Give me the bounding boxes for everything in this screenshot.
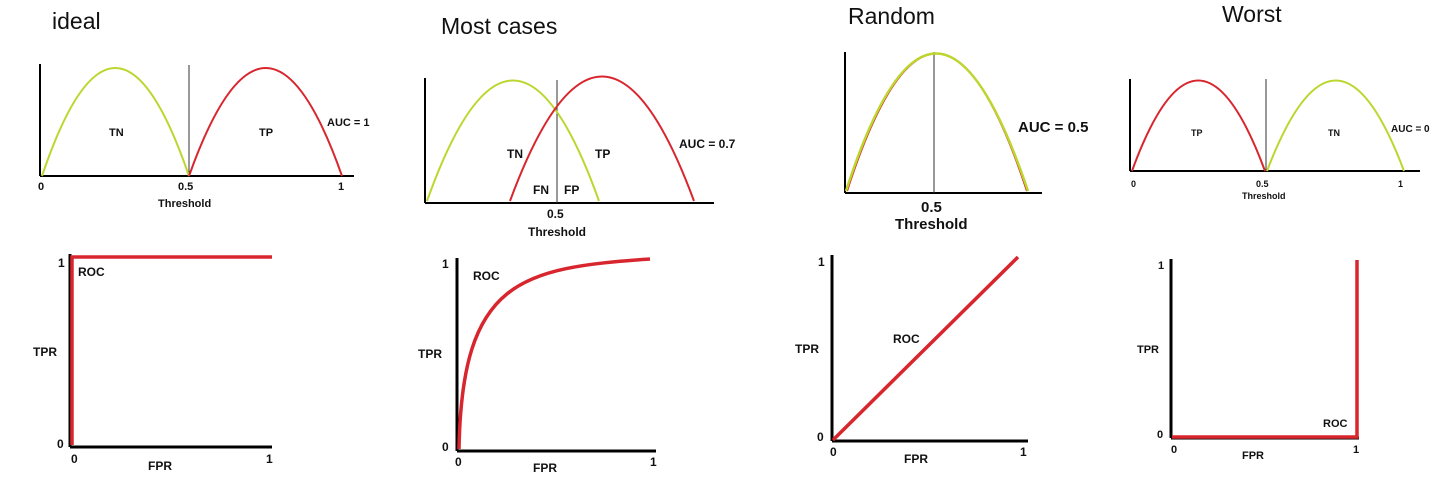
panel-title-ideal: ideal	[52, 8, 101, 34]
x-tick-1: 1	[1398, 179, 1403, 189]
distribution-plot-ideal: TN TP AUC = 1 0 0.5 1 Threshold	[38, 64, 370, 210]
auc-label: AUC = 0.7	[679, 137, 736, 151]
x-axis-label: Threshold	[528, 225, 586, 239]
panel-title-most-cases: Most cases	[441, 13, 558, 39]
positive-distribution-curve	[1131, 79, 1266, 172]
tn-label: TN	[1328, 128, 1340, 138]
y-tick-0: 0	[442, 440, 449, 454]
x-axis-label: FPR	[1242, 450, 1264, 462]
x-axis-label: Threshold	[1242, 191, 1286, 201]
roc-plot-ideal: ROC TPR FPR 1 0 0 1	[33, 254, 273, 473]
negative-distribution-curve	[1266, 79, 1405, 172]
x-tick-0.5: 0.5	[178, 181, 193, 193]
y-tick-1: 1	[58, 256, 65, 270]
roc-curve	[1172, 260, 1359, 439]
y-tick-1: 1	[1158, 260, 1164, 272]
roc-plot-worst: ROC TPR FPR 1 0 0 1	[1137, 259, 1359, 462]
tn-label: TN	[109, 127, 124, 139]
distribution-plot-most-cases: TN TP FN FP AUC = 0.7 0.5 Threshold	[424, 75, 736, 239]
x-tick-0: 0	[38, 181, 44, 193]
roc-label: ROC	[1323, 418, 1348, 430]
x-tick-0: 0	[1171, 444, 1177, 456]
x-axis-label: Threshold	[158, 198, 211, 210]
threshold-value: 0.5	[547, 207, 564, 221]
positive-distribution-curve	[188, 67, 343, 177]
panel-title-random: Random	[848, 3, 935, 29]
x-axis-label: Threshold	[895, 216, 968, 233]
negative-distribution-curve	[844, 52, 1030, 192]
distribution-plot-random: AUC = 0.5 0.5 Threshold	[844, 52, 1088, 233]
threshold-value: 0.5	[921, 199, 942, 216]
tp-label: TP	[259, 127, 273, 139]
x-axis-label: FPR	[533, 461, 557, 475]
x-tick-1: 1	[1353, 444, 1359, 456]
y-tick-0: 0	[817, 430, 824, 444]
x-axis-label: FPR	[148, 459, 172, 473]
negative-distribution-curve	[41, 67, 190, 177]
x-tick-0: 0	[455, 455, 462, 469]
x-tick-0: 0	[1131, 179, 1136, 189]
y-tick-1: 1	[442, 257, 449, 271]
auc-label: AUC = 0	[1391, 124, 1430, 135]
y-tick-0: 0	[57, 437, 64, 451]
x-axis-label: FPR	[904, 452, 928, 466]
fn-label: FN	[533, 183, 549, 197]
roc-label: ROC	[78, 265, 105, 279]
y-axis-label: TPR	[795, 342, 819, 356]
tp-label: TP	[1191, 128, 1203, 138]
roc-label: ROC	[893, 332, 920, 346]
roc-plot-most-cases: ROC TPR FPR 1 0 0 1	[418, 257, 657, 475]
roc-label: ROC	[473, 269, 500, 283]
y-axis-label: TPR	[33, 345, 57, 359]
fp-label: FP	[564, 183, 579, 197]
roc-curve	[457, 257, 651, 450]
x-tick-1: 1	[650, 455, 657, 469]
y-tick-1: 1	[818, 255, 825, 269]
roc-plot-random: ROC TPR FPR 1 0 0 1	[795, 255, 1028, 466]
x-tick-1: 1	[338, 181, 344, 193]
distribution-plot-worst: TP TN AUC = 0 0 0.5 1 Threshold	[1129, 79, 1430, 201]
x-tick-1: 1	[266, 452, 273, 466]
y-axis-label: TPR	[418, 347, 442, 361]
tp-label: TP	[595, 147, 610, 161]
panel-title-worst: Worst	[1222, 1, 1282, 27]
tn-label: TN	[507, 147, 523, 161]
x-tick-0: 0	[830, 445, 837, 459]
auc-label: AUC = 1	[327, 117, 370, 129]
roc-curve	[70, 255, 272, 445]
y-tick-0: 0	[1157, 429, 1163, 441]
x-tick-0: 0	[71, 452, 78, 466]
positive-distribution-curve	[509, 75, 695, 202]
auc-label: AUC = 0.5	[1018, 119, 1088, 136]
negative-distribution-curve	[426, 79, 600, 202]
x-tick-0.5: 0.5	[1256, 179, 1269, 189]
roc-curve	[831, 255, 1020, 442]
y-axis-label: TPR	[1137, 344, 1159, 356]
x-tick-1: 1	[1020, 445, 1027, 459]
